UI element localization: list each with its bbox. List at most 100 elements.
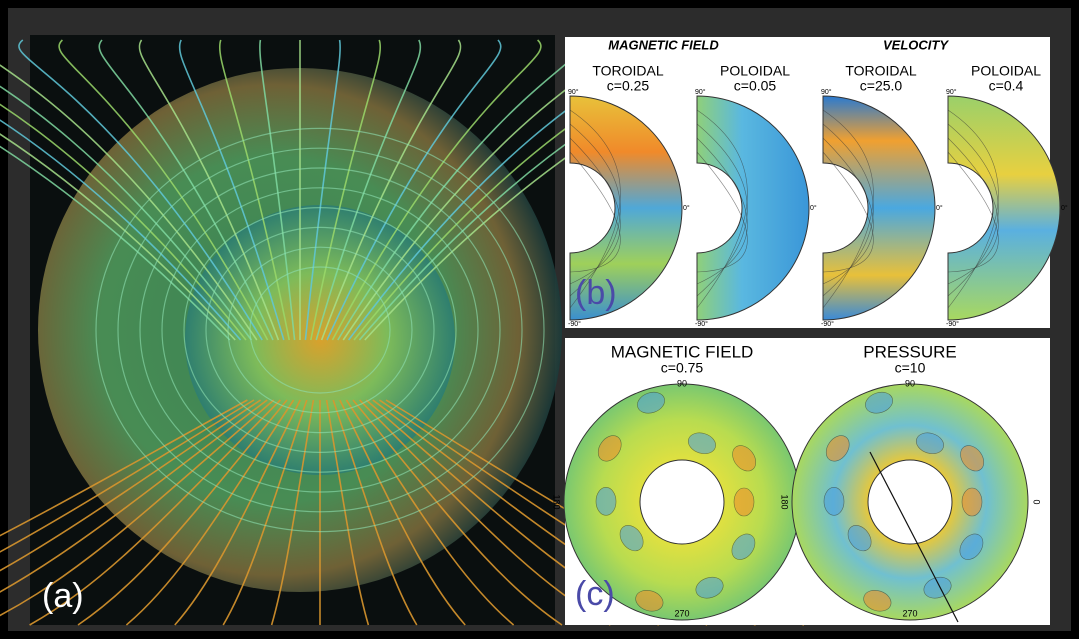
contour-label: c=0.05 [734, 78, 777, 94]
field-loop [117, 147, 523, 513]
contour-label: c=0.25 [607, 78, 650, 94]
panel-b: MAGNETIC FIELDTOROIDALc=0.2590°0°-90°POL… [565, 37, 1068, 328]
field-line [222, 399, 308, 626]
contour-line [696, 137, 748, 285]
field-line [326, 39, 502, 341]
contour-blob [961, 487, 983, 517]
contour-blob [635, 590, 664, 612]
panel-label: (a) [42, 577, 84, 615]
angle-label: 270 [674, 608, 689, 618]
field-loop [249, 266, 391, 394]
contour-line [822, 151, 874, 273]
contour-label: c=0.75 [661, 360, 704, 376]
lat-label: -90° [695, 320, 708, 328]
contour-line [822, 137, 874, 285]
field-line [352, 399, 563, 626]
field-line [332, 399, 418, 626]
contour-line [947, 137, 999, 285]
lat-label: 0° [1061, 204, 1068, 212]
contour-blob [823, 487, 845, 516]
contour-blob [597, 435, 622, 462]
field-line [345, 399, 515, 626]
angle-label: 180 [552, 494, 562, 509]
contour-line [696, 151, 748, 273]
plot-title: MAGNETIC FIELD [611, 342, 754, 361]
field-loop [183, 207, 457, 454]
field-line [325, 399, 370, 626]
contour-blob [825, 435, 850, 462]
contour-blob [733, 487, 755, 517]
lat-label: -90° [568, 320, 581, 328]
lat-label: 0° [683, 204, 690, 212]
angle-label: 0 [1032, 499, 1042, 504]
field-line [0, 399, 262, 572]
panel-a: (a) [0, 35, 805, 626]
lat-label: 0° [810, 204, 817, 212]
field-line [0, 64, 258, 341]
field-line [0, 103, 247, 341]
component-label: POLOIDAL [971, 63, 1041, 79]
field-line [320, 39, 462, 341]
contour-blob [687, 432, 716, 455]
contour-line [947, 123, 999, 297]
contour-blob [732, 445, 757, 472]
field-line [0, 133, 236, 341]
angle-label: 90 [677, 378, 687, 388]
angle-label: 90 [905, 378, 915, 388]
contour-line [696, 109, 748, 309]
field-line [18, 39, 263, 341]
angle-label: 270 [902, 608, 917, 618]
lat-label: 90° [568, 88, 579, 96]
component-label: POLOIDAL [720, 63, 790, 79]
contour-blob [637, 391, 665, 414]
contour-line [822, 123, 874, 297]
plot-title: PRESSURE [863, 342, 957, 361]
lat-label: -90° [821, 320, 834, 328]
field-line [29, 399, 281, 626]
field-line [98, 39, 274, 341]
contour-line [947, 109, 999, 309]
field-line [178, 39, 285, 341]
field-line [125, 399, 295, 626]
contour-blob [619, 525, 644, 552]
field-line [174, 399, 301, 626]
field-line [339, 399, 466, 626]
contour-line [696, 123, 748, 297]
field-line [0, 119, 242, 341]
contour-blob [959, 533, 984, 560]
field-line [270, 399, 315, 626]
lat-label: 0° [936, 204, 943, 212]
contour-blob [960, 445, 985, 472]
section-line [869, 451, 959, 623]
contour-blob [695, 576, 724, 599]
contour-label: c=10 [895, 360, 926, 376]
contour-blob [865, 391, 893, 414]
component-label: TOROIDAL [592, 63, 664, 79]
contour-blob [847, 525, 872, 552]
field-line [58, 39, 269, 341]
contour-label: c=0.4 [989, 78, 1024, 94]
contour-line [822, 109, 874, 309]
contour-blob [731, 533, 756, 560]
field-line [0, 399, 255, 553]
field-line [0, 399, 275, 617]
field-line [0, 85, 253, 341]
field-line [138, 39, 280, 341]
lat-label: -90° [946, 320, 959, 328]
group-title: VELOCITY [883, 37, 949, 52]
contour-label: c=25.0 [860, 78, 903, 94]
panel-label: (c) [575, 575, 615, 613]
field-line [218, 39, 290, 341]
field-line [310, 39, 382, 341]
field-line [304, 39, 341, 341]
lat-label: 90° [821, 88, 832, 96]
contour-line [569, 151, 621, 273]
field-loop [205, 226, 435, 434]
contour-blob [595, 487, 617, 516]
contour-blob [915, 432, 944, 455]
angle-label: 180 [780, 494, 790, 509]
lat-label: 90° [695, 88, 706, 96]
field-line [0, 145, 231, 341]
